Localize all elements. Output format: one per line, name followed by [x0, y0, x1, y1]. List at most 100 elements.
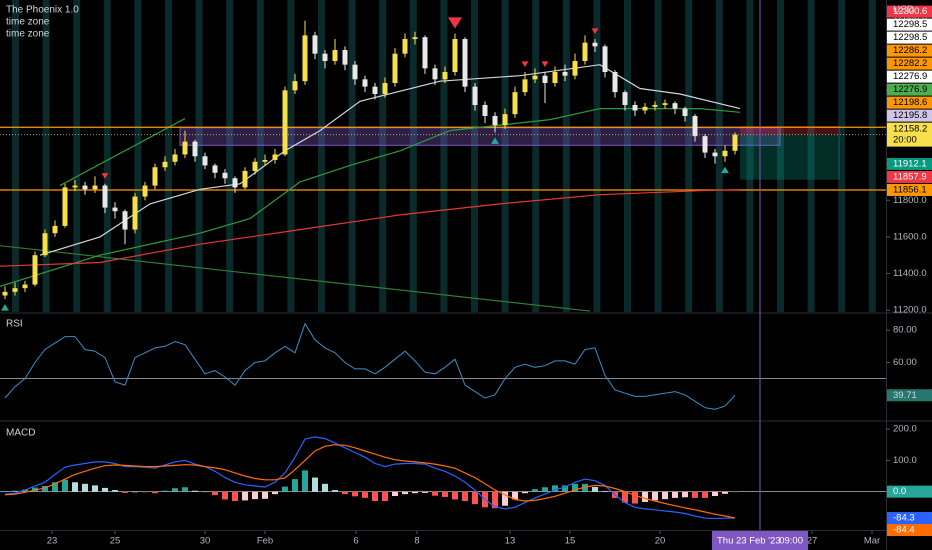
crosshair-date: Thu 23 Feb '23 [717, 536, 781, 547]
crosshair-time: 09:00 [779, 536, 803, 547]
macd-histogram [652, 491, 658, 501]
macd-histogram [202, 491, 208, 493]
zero-label-box [887, 485, 932, 498]
candle-body [222, 172, 228, 179]
candle-body [142, 185, 148, 197]
moving-average [39, 64, 741, 256]
buy-signal [1, 304, 9, 311]
candle-body [652, 104, 658, 107]
session-stripe [838, 0, 846, 312]
y-tick-label: 0.0 [893, 486, 906, 497]
candle-body [492, 115, 498, 126]
candle-body [422, 37, 428, 69]
candle-body [642, 106, 648, 111]
macd-histogram [72, 482, 78, 492]
sell-signal [101, 173, 109, 179]
macd-histogram [42, 486, 48, 492]
candle-body [582, 42, 588, 62]
macd-histogram [712, 491, 718, 497]
macd-histogram [372, 491, 378, 502]
rsi-title: RSI [6, 319, 23, 330]
price-label-box [887, 57, 932, 70]
macd-histogram [562, 485, 568, 492]
session-stripe [440, 0, 448, 312]
candle-body [72, 185, 78, 188]
position-target [740, 134, 840, 180]
x-tick-label: Mar [864, 536, 880, 547]
price-label-box [887, 18, 932, 31]
macd-histogram [342, 491, 348, 495]
candle-body [272, 154, 278, 160]
macd-line [4, 436, 736, 520]
sell-signal [591, 28, 599, 35]
candle-body [562, 72, 568, 76]
session-stripe [624, 0, 631, 312]
macd-histogram [162, 490, 168, 492]
session-stripe [348, 0, 356, 312]
macd-histogram [2, 491, 8, 492]
candle-body [12, 288, 18, 292]
session-stripe [165, 0, 172, 312]
price-label: 12276.9 [893, 71, 927, 82]
macd-histogram [392, 491, 398, 497]
macd-histogram [362, 491, 368, 498]
rsi-value-label: 39.71 [893, 390, 917, 401]
macd-histogram [572, 483, 578, 492]
zone [179, 127, 781, 146]
candle-body [722, 150, 728, 157]
candle-body [662, 103, 668, 105]
macd-histogram [242, 491, 248, 501]
macd-histogram [442, 491, 448, 497]
signal-value-label: -84.4 [893, 525, 915, 536]
trendline [0, 245, 591, 312]
x-tick-label: 25 [110, 536, 121, 547]
candle-body [392, 53, 398, 83]
last-price-label: 12158.2 [893, 124, 927, 135]
candle-body [292, 81, 298, 91]
candle-body [472, 86, 478, 105]
x-tick-label: 8 [414, 536, 419, 547]
sell-signal [448, 17, 462, 29]
macd-histogram [462, 491, 468, 502]
session-stripe [471, 0, 478, 312]
candle-body [192, 141, 198, 157]
y-tick-label: 11400.0 [893, 268, 927, 279]
session-stripe [685, 0, 693, 312]
session-stripe [593, 0, 601, 312]
price-label: 12286.2 [893, 45, 927, 56]
macd-histogram [542, 487, 548, 492]
price-label-box [887, 96, 932, 109]
macd-histogram [92, 485, 98, 492]
macd-histogram [702, 491, 708, 498]
session-stripe [409, 0, 417, 312]
macd-histogram [292, 479, 298, 492]
macd-histogram [352, 491, 358, 497]
y-tick-label: 60.00 [893, 357, 917, 368]
session-stripe [42, 0, 50, 312]
rsi-value-box [887, 389, 932, 402]
candle-body [232, 178, 238, 188]
moving-average [0, 189, 741, 267]
macd-histogram [622, 491, 628, 503]
price-label: 11856.1 [893, 184, 927, 195]
price-label-box [887, 183, 932, 196]
session-stripe [287, 0, 295, 312]
candle-body [452, 39, 458, 72]
x-tick-label: 23 [47, 536, 58, 547]
session-stripe [715, 0, 723, 312]
price-label: 12195.8 [893, 110, 927, 121]
candle-body [22, 284, 28, 289]
price-label: 11912.1 [893, 158, 927, 169]
main-pane [0, 0, 886, 312]
macd-histogram [552, 485, 558, 492]
candle-body [312, 35, 318, 54]
session-stripe [562, 0, 570, 312]
sell-signal [521, 61, 529, 67]
y-tick-label: 11800.0 [893, 195, 927, 206]
macd-value-label: -84.3 [893, 513, 915, 524]
session-stripe [777, 0, 784, 312]
candle-body [612, 72, 618, 93]
price-label-box [887, 31, 932, 44]
candle-body [92, 185, 98, 190]
